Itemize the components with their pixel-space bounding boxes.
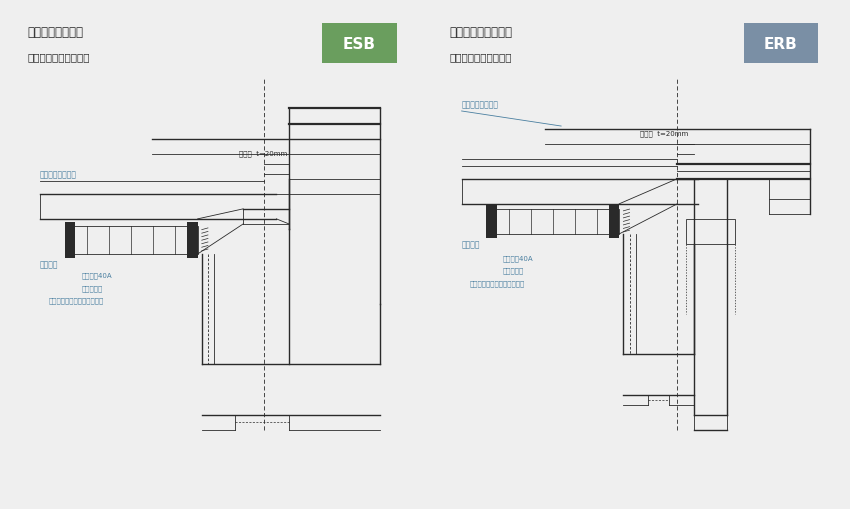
Text: ERB: ERB — [764, 37, 798, 51]
Text: 目地材  t=20mm: 目地材 t=20mm — [640, 130, 688, 137]
Text: ゴム支承: ゴム支承 — [40, 260, 59, 268]
Text: アンカーキャップ: アンカーキャップ — [40, 171, 77, 179]
Bar — [686, 219, 735, 244]
Text: ゴム支承: ゴム支承 — [462, 239, 480, 248]
Bar — [609, 206, 619, 239]
Bar — [65, 227, 197, 254]
Text: イージースラブ橋: イージースラブ橋 — [27, 26, 83, 39]
FancyBboxPatch shape — [744, 24, 819, 64]
Text: イージーラーメン橋: イージーラーメン橋 — [449, 26, 513, 39]
Bar — [65, 223, 76, 259]
Text: アンカー鉄筋（下部工施工）: アンカー鉄筋（下部工施工） — [48, 297, 104, 304]
Text: 防食剤充填: 防食剤充填 — [503, 267, 524, 274]
Text: ESB: ESB — [343, 37, 376, 51]
Text: 踏掛版受け台部詳細図: 踏掛版受け台部詳細図 — [27, 52, 90, 62]
Bar — [486, 209, 619, 235]
Text: ガス管　40A: ガス管 40A — [503, 254, 534, 261]
Text: 踏掛版受け台部詳細図: 踏掛版受け台部詳細図 — [449, 52, 512, 62]
FancyBboxPatch shape — [322, 24, 397, 64]
Bar — [486, 206, 497, 239]
Text: 防食剤充填: 防食剤充填 — [82, 285, 103, 291]
Bar — [187, 223, 197, 259]
Text: アンカーキャップ: アンカーキャップ — [462, 100, 499, 109]
Text: アンカー鉄筋（下部工施工）: アンカー鉄筋（下部工施工） — [470, 279, 525, 286]
Text: ガス管　40A: ガス管 40A — [82, 272, 112, 278]
Text: 目地材  t=20mm: 目地材 t=20mm — [239, 150, 287, 157]
